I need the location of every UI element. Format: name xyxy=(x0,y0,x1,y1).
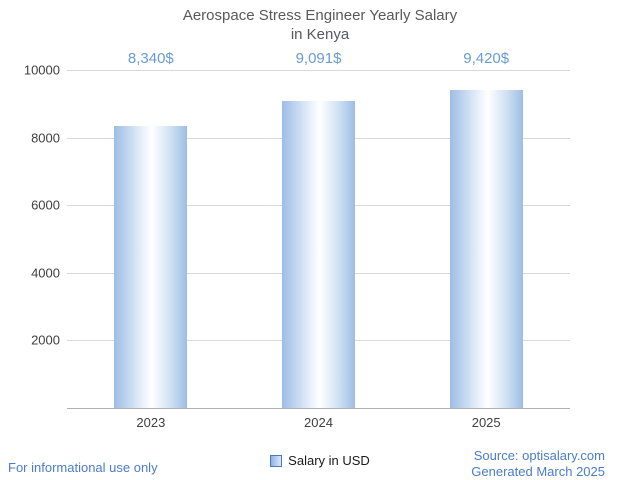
bar-2024 xyxy=(282,100,355,408)
legend: Salary in USD xyxy=(0,453,640,468)
y-axis-tick-label: 2000 xyxy=(31,332,60,348)
x-axis-label: 2024 xyxy=(304,415,333,430)
x-axis-label: 2025 xyxy=(471,415,501,430)
bar-column xyxy=(67,70,235,408)
chart-title-line1: Aerospace Stress Engineer Yearly Salary xyxy=(182,7,458,24)
chart-title-line2: in Kenya xyxy=(290,26,350,43)
x-axis-label: 2023 xyxy=(136,415,166,430)
bar-2025 xyxy=(449,89,523,408)
y-axis-tick-label: 6000 xyxy=(31,197,60,213)
y-axis-tick-label: 4000 xyxy=(31,265,60,281)
legend-label: Salary in USD xyxy=(288,453,370,468)
footer-disclaimer: For informational use only xyxy=(8,460,158,475)
legend-swatch-icon xyxy=(270,454,283,467)
footer-source-link[interactable]: Source: optisalary.com xyxy=(473,448,605,463)
x-axis-labels: 2023 2024 2025 xyxy=(67,415,570,430)
bar-column xyxy=(235,70,403,408)
gridline xyxy=(67,70,570,71)
y-axis-tick-label: 10000 xyxy=(23,62,60,78)
y-axis-tick-label: 8000 xyxy=(31,130,60,146)
bar-value-label: 9,091$ xyxy=(295,50,342,67)
bar-2023 xyxy=(114,126,188,408)
footer-attribution: Source: optisalary.com Generated March 2… xyxy=(471,448,605,480)
bar-value-labels: 8,340$ 9,091$ 9,420$ xyxy=(67,50,570,67)
bar-value-label: 9,420$ xyxy=(463,50,510,67)
bars-container xyxy=(67,70,570,408)
bar-value-label: 8,340$ xyxy=(127,50,174,67)
footer-generated-date: Generated March 2025 xyxy=(471,464,605,479)
bar-column xyxy=(402,70,570,408)
chart-title: Aerospace Stress Engineer Yearly Salary … xyxy=(0,6,640,44)
y-axis: 2000 4000 6000 8000 10000 xyxy=(0,63,60,408)
